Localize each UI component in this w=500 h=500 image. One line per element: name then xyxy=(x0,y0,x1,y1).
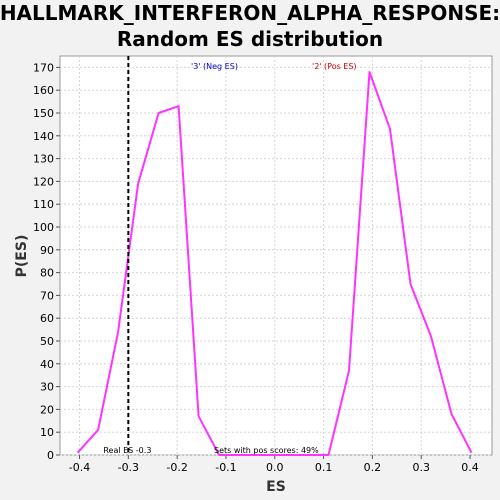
real-es-label: Real ES -0.3 xyxy=(103,446,151,455)
x-tick-label: -0.2 xyxy=(166,461,187,474)
y-tick-label: 120 xyxy=(33,175,54,188)
y-tick-label: 20 xyxy=(40,403,54,416)
y-tick-label: 90 xyxy=(40,244,54,257)
y-tick-label: 140 xyxy=(33,130,54,143)
x-tick-label: 0.1 xyxy=(315,461,333,474)
x-tick-label: -0.1 xyxy=(215,461,236,474)
y-tick-label: 40 xyxy=(40,358,54,371)
neg-es-label: '3' (Neg ES) xyxy=(191,62,238,71)
y-axis-label: P(ES) xyxy=(14,235,30,278)
axis-ticks: 0 10 20 30 40 50 60 70 80 90 100 110 120 130 140 150 160… xyxy=(33,61,479,474)
y-tick-label: 30 xyxy=(40,381,54,394)
y-tick-label: 150 xyxy=(33,107,54,120)
pos-es-label: '2' (Pos ES) xyxy=(312,62,357,71)
series-lines xyxy=(76,71,473,456)
es-distribution-line xyxy=(76,71,473,456)
y-tick-label: 80 xyxy=(40,267,54,280)
y-tick-label: 100 xyxy=(33,221,54,234)
y-tick-label: 10 xyxy=(40,426,54,439)
x-tick-label: 0.3 xyxy=(412,461,430,474)
x-tick-label: 0.2 xyxy=(364,461,382,474)
y-tick-label: 170 xyxy=(33,61,54,74)
plot-area xyxy=(59,55,493,456)
x-tick-label: 0.0 xyxy=(266,461,284,474)
y-tick-label: 160 xyxy=(33,84,54,97)
y-tick-label: 110 xyxy=(33,198,54,211)
pos-scores-label: Sets with pos scores: 49% xyxy=(214,446,319,455)
y-tick-label: 130 xyxy=(33,153,54,166)
y-tick-label: 70 xyxy=(40,289,54,302)
annotations: Real ES -0.3 '3' (Neg ES) '2' (Pos ES) Sets… xyxy=(103,56,357,455)
x-axis-label: ES xyxy=(266,479,286,495)
y-tick-label: 0 xyxy=(47,449,54,462)
x-tick-label: -0.4 xyxy=(69,461,90,474)
x-tick-label: 0.4 xyxy=(461,461,479,474)
x-tick-label: -0.3 xyxy=(118,461,139,474)
y-tick-label: 60 xyxy=(40,312,54,325)
y-tick-label: 50 xyxy=(40,335,54,348)
chart-title-line2: Random ES distribution xyxy=(117,27,383,51)
chart-title-line1: HALLMARK_INTERFERON_ALPHA_RESPONSE: xyxy=(0,1,500,25)
